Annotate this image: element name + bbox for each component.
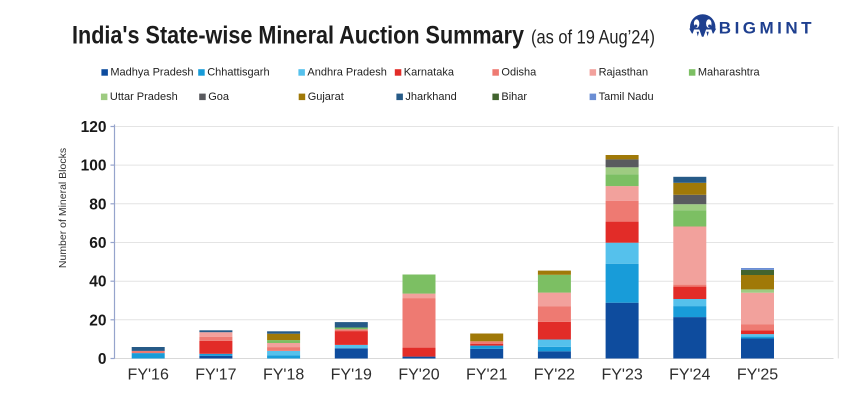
svg-text:Jharkhand: Jharkhand	[405, 91, 456, 103]
svg-text:Karnataka: Karnataka	[404, 66, 455, 78]
svg-text:Rajasthan: Rajasthan	[599, 66, 649, 78]
svg-text:Chhattisgarh: Chhattisgarh	[207, 66, 269, 78]
svg-text:FY'21: FY'21	[466, 366, 507, 383]
svg-text:BIGMINT: BIGMINT	[719, 18, 815, 37]
svg-text:FY'20: FY'20	[398, 366, 439, 383]
svg-text:FY'18: FY'18	[263, 366, 304, 383]
svg-text:FY'25: FY'25	[737, 366, 778, 383]
svg-text:FY'17: FY'17	[195, 366, 236, 383]
svg-text:Goa: Goa	[208, 91, 230, 103]
svg-text:60: 60	[89, 235, 106, 252]
svg-text:Uttar Pradesh: Uttar Pradesh	[110, 91, 178, 103]
svg-text:0: 0	[98, 351, 107, 368]
svg-text:40: 40	[89, 274, 106, 291]
svg-text:India's State-wise Mineral Auc: India's State-wise Mineral Auction Summa…	[72, 22, 524, 50]
svg-text:(as of 19 Aug’24): (as of 19 Aug’24)	[531, 28, 655, 49]
svg-text:Madhya Pradesh: Madhya Pradesh	[110, 66, 193, 78]
svg-text:FY'22: FY'22	[534, 366, 575, 383]
svg-text:Number of Mineral Blocks: Number of Mineral Blocks	[57, 148, 69, 268]
svg-text:Maharashtra: Maharashtra	[698, 66, 761, 78]
svg-text:100: 100	[81, 158, 107, 175]
svg-text:FY'19: FY'19	[331, 366, 372, 383]
svg-text:Andhra Pradesh: Andhra Pradesh	[307, 66, 387, 78]
svg-text:Odisha: Odisha	[501, 66, 537, 78]
svg-text:20: 20	[89, 312, 106, 329]
svg-text:FY'23: FY'23	[601, 366, 642, 383]
svg-text:80: 80	[89, 196, 106, 213]
svg-text:Tamil Nadu: Tamil Nadu	[599, 91, 654, 103]
svg-text:120: 120	[81, 119, 107, 136]
svg-text:FY'16: FY'16	[128, 366, 169, 383]
svg-text:Gujarat: Gujarat	[308, 91, 344, 103]
svg-text:Bihar: Bihar	[501, 91, 527, 103]
svg-text:FY'24: FY'24	[669, 366, 710, 383]
